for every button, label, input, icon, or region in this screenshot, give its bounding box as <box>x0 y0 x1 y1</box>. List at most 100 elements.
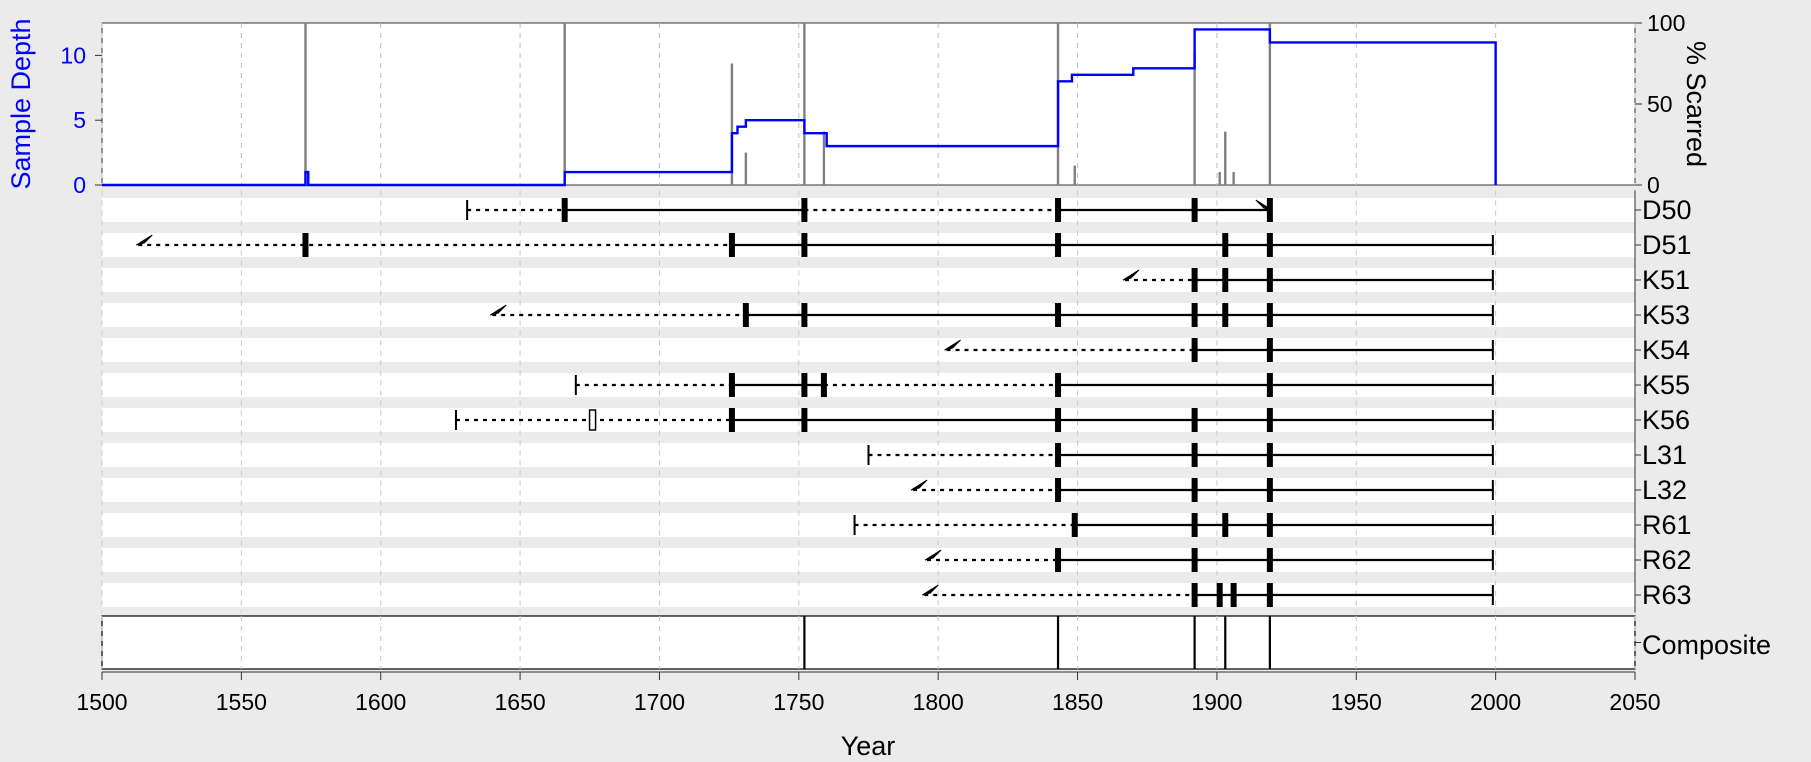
series-k51 <box>1122 268 1494 292</box>
inner-ring-estimate-marker <box>135 234 153 246</box>
percent-scarred-tick-label: 0 <box>1647 172 1660 198</box>
fire-scar-mark <box>1222 268 1229 292</box>
series-label: R63 <box>1642 580 1692 610</box>
top-panel: 0 5 10 0 50 100 Sample Depth % Scarred <box>6 10 1711 198</box>
fire-scar-mark <box>801 303 808 327</box>
x-axis-ticks: 1500 1550 1600 1650 1700 1750 1800 1850 1900 1950… <box>76 672 1661 715</box>
x-tick-label: 1800 <box>913 689 964 715</box>
series-labels: D50 D51 K51 K53 K54 K55 K56 L31 L32 R61 R62 R63 <box>1635 195 1692 610</box>
series-label: K55 <box>1642 370 1690 400</box>
series-label: K54 <box>1642 335 1690 365</box>
top-panel-frame <box>101 22 1636 186</box>
inner-ring-estimate-marker <box>924 549 942 561</box>
fire-scar-mark <box>1055 443 1062 467</box>
series-d50 <box>466 198 1273 222</box>
injury-mark <box>588 409 597 431</box>
series-panel-grid <box>101 190 1636 613</box>
fire-scar-mark <box>801 198 808 222</box>
inner-ring-estimate-marker <box>910 479 928 491</box>
fire-scar-mark <box>1055 408 1062 432</box>
sample-depth-axis: 0 5 10 <box>60 42 102 198</box>
x-tick-label: 1650 <box>495 689 546 715</box>
fire-scar-mark <box>1266 373 1273 397</box>
x-tick-label: 1600 <box>355 689 406 715</box>
series-label: K56 <box>1642 405 1690 435</box>
x-tick-label: 1950 <box>1331 689 1382 715</box>
fire-scar-mark <box>801 408 808 432</box>
x-tick-label: 2050 <box>1609 689 1660 715</box>
percent-scarred-axis-label: % Scarred <box>1681 41 1711 167</box>
fire-scar-mark <box>1266 268 1273 292</box>
fire-scar-mark <box>1055 373 1062 397</box>
x-tick-label: 1750 <box>773 689 824 715</box>
sample-depth-tick-label: 10 <box>60 42 86 68</box>
fire-scar-mark <box>1055 233 1062 257</box>
fire-scar-mark <box>1222 513 1229 537</box>
fire-scar-mark <box>1191 408 1198 432</box>
composite-events <box>803 616 1641 669</box>
series-label: R62 <box>1642 545 1692 575</box>
sample-depth-tick-label: 0 <box>73 172 86 198</box>
fire-scar-mark <box>728 373 735 397</box>
x-tick-label: 1900 <box>1191 689 1242 715</box>
fire-scar-mark <box>1055 548 1062 572</box>
fire-scar-mark <box>742 303 749 327</box>
series-group <box>135 198 1494 607</box>
composite-label: Composite <box>1642 630 1771 660</box>
series-panel: D50 D51 K51 K53 K54 K55 K56 L31 L32 R61 R62 R63 <box>101 190 1692 613</box>
percent-scarred-tick-label: 100 <box>1647 10 1685 36</box>
fire-scar-mark <box>1266 233 1273 257</box>
series-k53 <box>489 303 1494 327</box>
composite-grid <box>101 616 1636 669</box>
fire-scar-mark <box>1266 198 1273 222</box>
fire-scar-mark <box>1191 443 1198 467</box>
series-label: L31 <box>1642 440 1687 470</box>
series-k56 <box>454 408 1494 432</box>
fire-scar-mark <box>728 408 735 432</box>
fire-scar-mark <box>801 373 808 397</box>
x-tick-label: 1550 <box>216 689 267 715</box>
inner-ring-estimate-marker <box>921 584 939 596</box>
series-r63 <box>921 583 1494 607</box>
series-k54 <box>944 338 1494 362</box>
fire-scar-mark <box>1191 513 1198 537</box>
series-l32 <box>910 478 1494 502</box>
fire-scar-mark <box>1071 513 1078 537</box>
series-label: D50 <box>1642 195 1692 225</box>
fire-scar-mark <box>1191 198 1198 222</box>
fire-scar-mark <box>1266 303 1273 327</box>
fire-scar-mark <box>1191 548 1198 572</box>
fire-scar-mark <box>1191 478 1198 502</box>
series-label: K51 <box>1642 265 1690 295</box>
fire-scar-mark <box>820 373 827 397</box>
series-d51 <box>135 233 1494 257</box>
fire-scar-mark <box>1191 338 1198 362</box>
fire-scar-mark <box>1230 583 1237 607</box>
composite-frame <box>101 615 1636 670</box>
fire-scar-mark <box>1222 303 1229 327</box>
series-label: D51 <box>1642 230 1692 260</box>
x-tick-label: 1850 <box>1052 689 1103 715</box>
sample-depth-line <box>102 28 1497 187</box>
fire-scar-mark <box>1055 198 1062 222</box>
inner-ring-estimate-marker <box>489 304 507 316</box>
fire-scar-mark <box>1055 303 1062 327</box>
fire-scar-mark <box>1222 233 1229 257</box>
series-label: K53 <box>1642 300 1690 330</box>
fire-scar-mark <box>1266 408 1273 432</box>
fire-scar-mark <box>1191 583 1198 607</box>
fire-scar-mark <box>1266 548 1273 572</box>
composite-panel: Composite <box>101 615 1771 670</box>
series-l31 <box>867 443 1494 467</box>
inner-ring-estimate-marker <box>1122 269 1140 281</box>
fire-scar-mark <box>1191 303 1198 327</box>
sample-depth-axis-label: Sample Depth <box>6 18 36 189</box>
percent-scarred-axis: 0 50 100 <box>1635 10 1685 198</box>
series-k55 <box>574 373 1494 397</box>
fire-scar-mark <box>1266 338 1273 362</box>
fire-scar-mark <box>1266 513 1273 537</box>
fire-scar-mark <box>302 233 309 257</box>
x-tick-label: 1700 <box>634 689 685 715</box>
x-axis-label: Year <box>841 731 896 761</box>
